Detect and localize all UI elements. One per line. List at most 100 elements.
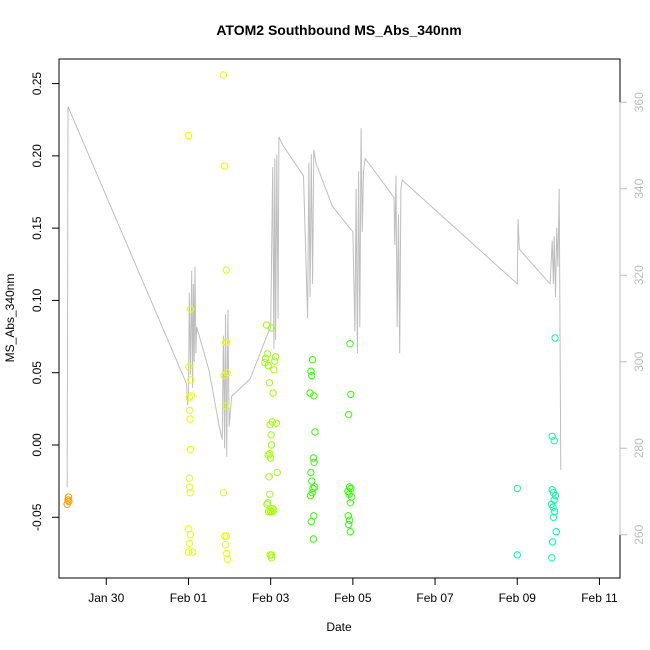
line-series-path xyxy=(66,106,562,488)
line-series xyxy=(66,106,562,488)
data-point xyxy=(346,340,354,348)
x-tick-label: Feb 05 xyxy=(334,591,372,605)
y-axis-right: 260 280 300 320 340 360 xyxy=(619,92,646,545)
data-point xyxy=(65,497,73,506)
data-point xyxy=(186,415,194,423)
data-point xyxy=(513,484,521,493)
data-point xyxy=(266,450,274,458)
data-point xyxy=(264,361,272,370)
data-point xyxy=(270,366,278,374)
data-point xyxy=(550,437,558,445)
data-point xyxy=(188,548,197,556)
data-point xyxy=(186,530,195,539)
y-tick-label: 0.00 xyxy=(30,433,44,457)
data-point xyxy=(262,354,270,362)
data-point xyxy=(269,389,277,397)
y-axis: -0.05 0.00 0.05 0.10 0.15 0.20 0.25 xyxy=(30,72,60,531)
data-point xyxy=(64,493,73,501)
y-tick-label: 0.15 xyxy=(30,216,44,240)
y-right-tick-label: 340 xyxy=(632,178,646,198)
data-point xyxy=(311,428,319,436)
data-point xyxy=(220,162,229,170)
data-point xyxy=(309,454,318,462)
data-point xyxy=(266,421,274,429)
data-point xyxy=(185,363,193,371)
x-tick-label: Feb 07 xyxy=(416,591,454,605)
data-point xyxy=(551,334,559,342)
data-point xyxy=(267,441,276,449)
data-point xyxy=(265,473,273,481)
data-point xyxy=(64,496,72,504)
data-point xyxy=(309,484,317,493)
data-point xyxy=(264,507,273,516)
data-point xyxy=(184,548,193,556)
data-point xyxy=(272,419,281,427)
data-point xyxy=(307,468,315,477)
data-point xyxy=(271,353,280,361)
data-point xyxy=(307,517,315,526)
x-tick-label: Jan 30 xyxy=(88,591,124,605)
data-point xyxy=(308,356,317,364)
data-point xyxy=(549,503,557,511)
x-tick-label: Feb 01 xyxy=(170,591,208,605)
data-point xyxy=(551,491,560,500)
data-point xyxy=(345,516,354,524)
y-right-tick-label: 300 xyxy=(632,351,646,371)
plot-frame xyxy=(58,58,621,579)
data-point xyxy=(307,367,315,375)
data-point xyxy=(186,445,195,453)
data-point xyxy=(308,477,316,485)
data-point xyxy=(267,554,276,562)
data-point xyxy=(222,532,231,540)
data-point xyxy=(266,490,274,498)
y-tick-label: -0.05 xyxy=(30,503,44,531)
data-point xyxy=(220,371,228,380)
y-tick-label: 0.20 xyxy=(30,144,44,168)
data-point xyxy=(262,321,271,329)
data-point xyxy=(306,491,315,500)
x-axis: Jan 30 Feb 01 Feb 03 Feb 05 Feb 07 Feb 09 Feb … xyxy=(88,577,618,605)
x-axis-label: Date xyxy=(326,620,352,634)
data-point xyxy=(222,266,231,274)
data-point xyxy=(186,489,194,497)
data-point xyxy=(221,541,230,549)
data-point xyxy=(185,539,194,547)
data-point xyxy=(219,71,228,79)
y-tick-label: 0.10 xyxy=(30,288,44,312)
data-point xyxy=(186,305,195,313)
data-point xyxy=(263,500,271,508)
y-axis-label: MS_Abs_340nm xyxy=(3,274,17,363)
data-point xyxy=(345,410,353,419)
y-right-tick-label: 280 xyxy=(632,438,646,458)
data-point xyxy=(552,528,560,536)
y-right-tick-label: 320 xyxy=(632,265,646,285)
data-point xyxy=(223,549,231,558)
data-point xyxy=(186,406,194,414)
data-point xyxy=(308,371,316,380)
y-tick-label: 0.05 xyxy=(30,361,44,385)
data-point xyxy=(345,483,354,491)
data-point xyxy=(513,551,521,559)
data-point xyxy=(548,538,557,546)
data-point xyxy=(310,392,318,400)
data-point xyxy=(346,528,355,536)
data-point xyxy=(548,554,556,562)
data-point xyxy=(345,520,353,529)
chart-title: ATOM2 Southbound MS_Abs_340nm xyxy=(216,22,461,38)
data-point xyxy=(548,432,556,440)
scatter-points xyxy=(63,71,560,563)
y-right-tick-label: 260 xyxy=(632,524,646,544)
data-point xyxy=(347,390,355,399)
data-point xyxy=(186,483,194,491)
data-point xyxy=(223,555,232,563)
data-point xyxy=(268,507,276,516)
data-point xyxy=(219,489,228,497)
data-point xyxy=(346,499,355,507)
data-point xyxy=(184,131,193,140)
data-point xyxy=(185,393,194,401)
x-tick-label: Feb 03 xyxy=(252,591,290,605)
x-tick-label: Feb 11 xyxy=(581,591,618,605)
data-point xyxy=(310,458,318,466)
data-point xyxy=(309,535,318,543)
